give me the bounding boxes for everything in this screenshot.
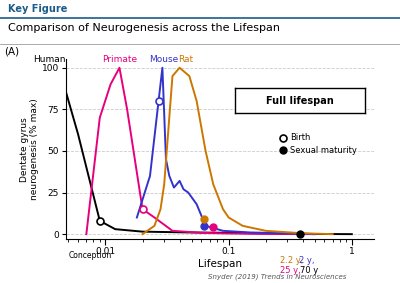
- X-axis label: Lifespan: Lifespan: [198, 259, 242, 269]
- Legend: Birth, Sexual maturity: Birth, Sexual maturity: [276, 130, 360, 158]
- Text: Conception: Conception: [68, 251, 112, 260]
- Text: Primate: Primate: [102, 55, 137, 65]
- Text: Mouse: Mouse: [150, 55, 179, 65]
- Text: 2 y,: 2 y,: [299, 256, 315, 265]
- Text: 2.2 y,: 2.2 y,: [280, 256, 306, 265]
- Text: Human: Human: [33, 55, 66, 65]
- Text: 25 y,: 25 y,: [280, 266, 303, 275]
- Text: Comparison of Neurogenesis across the Lifespan: Comparison of Neurogenesis across the Li…: [8, 23, 280, 33]
- Text: Snyder (2019) Trends in Neurosciences: Snyder (2019) Trends in Neurosciences: [208, 273, 346, 280]
- Text: (A): (A): [4, 47, 19, 57]
- Text: Rat: Rat: [178, 55, 194, 65]
- Text: Key Figure: Key Figure: [8, 4, 67, 14]
- Text: 70 y: 70 y: [300, 266, 318, 275]
- Y-axis label: Dentate gyrus
neurogenesis (% max): Dentate gyrus neurogenesis (% max): [20, 98, 39, 200]
